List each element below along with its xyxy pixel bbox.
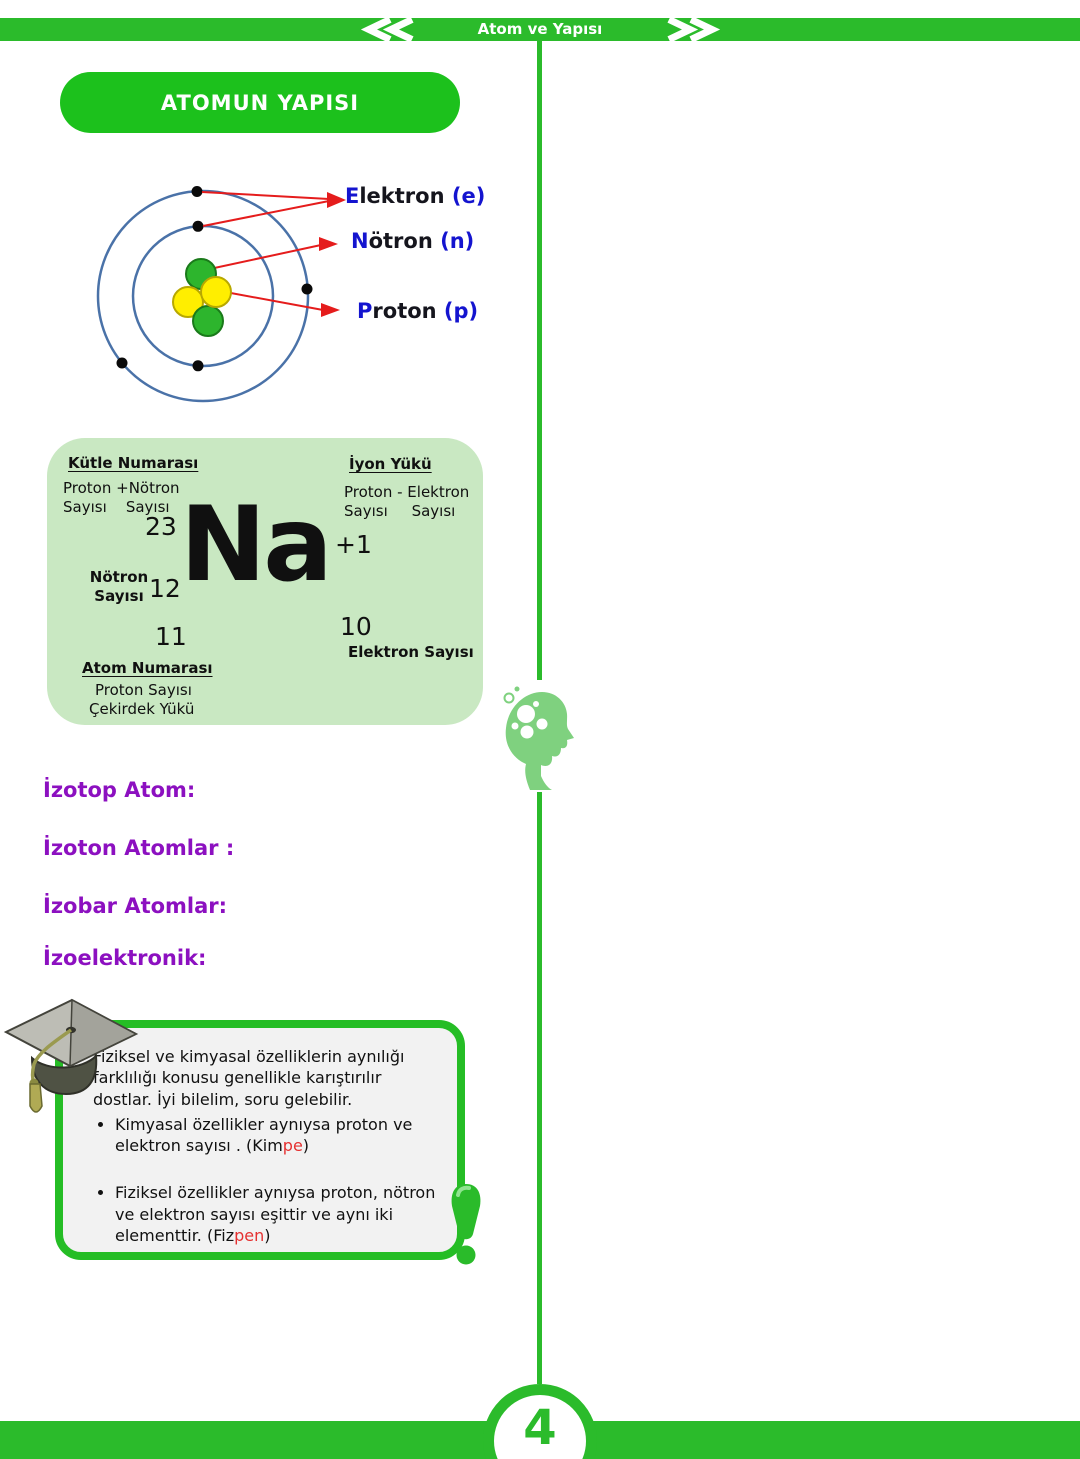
thinking-head-icon <box>496 680 584 792</box>
ion-charge-value: +1 <box>335 530 372 559</box>
note-intro: Fiziksel ve kimyasal özelliklerin aynılı… <box>93 1047 405 1109</box>
proton-ball <box>200 276 232 308</box>
section-banner: ATOMUN YAPISI <box>60 72 460 133</box>
atomic-number-line2: Çekirdek Yükü <box>89 700 195 718</box>
nucleus <box>172 258 232 337</box>
element-symbol: Na <box>180 485 333 605</box>
atom-diagram <box>96 186 346 403</box>
neutron-label: Nötron (n) <box>351 229 475 253</box>
mass-number-title: Kütle Numarası <box>68 454 199 472</box>
atomic-number-title: Atom Numarası <box>82 659 213 677</box>
header-chevrons <box>360 16 721 43</box>
mass-number-value: 23 <box>145 512 177 541</box>
note-bullet-1: Kimyasal özellikler aynıysa proton ve el… <box>115 1114 445 1157</box>
proton-label: Proton (p) <box>357 299 479 323</box>
section-banner-label: ATOMUN YAPISI <box>160 90 360 115</box>
atomic-number-value: 11 <box>155 622 187 651</box>
topic-izoelektronik: İzoelektronik: <box>43 946 207 970</box>
ion-charge-line1: Proton - Elektron <box>344 483 470 501</box>
proton-ball <box>172 286 204 318</box>
note-box: Fiziksel ve kimyasal özelliklerin aynılı… <box>55 1020 465 1260</box>
page-title: Atom ve Yapısı <box>477 20 603 38</box>
mass-number-line2: Sayısı Sayısı <box>63 498 170 516</box>
header-bar <box>0 18 1080 41</box>
arrowheads <box>319 192 346 317</box>
na-notation-card: Kütle Numarası Proton +Nötron Sayısı Say… <box>47 438 483 725</box>
chevrons-left-icon <box>360 16 414 43</box>
note-bullet-2: Fiziksel özellikler aynıysa proton, nötr… <box>115 1182 445 1246</box>
neutron-count-value: 12 <box>149 574 181 603</box>
page-number: 4 <box>523 1400 557 1456</box>
note-list: Kimyasal özellikler aynıysa proton ve el… <box>93 1114 445 1246</box>
electron-label: Elektron (e) <box>345 184 486 208</box>
topic-izotop: İzotop Atom: <box>43 778 196 802</box>
atomic-number-line1: Proton Sayısı <box>95 681 192 699</box>
graduation-cap-icon <box>3 998 139 1113</box>
electron-count-value: 10 <box>340 612 372 641</box>
pointer-arrows <box>201 191 330 311</box>
topic-izobar: İzobar Atomlar: <box>43 894 228 918</box>
electron-dots <box>116 186 313 372</box>
topic-izoton: İzoton Atomlar : <box>43 836 235 860</box>
neutron-count-label: Nötron Sayısı <box>89 568 149 605</box>
electron-count-label: Elektron Sayısı <box>348 643 474 661</box>
ion-charge-line2: Sayısı Sayısı <box>344 502 456 520</box>
mass-number-line1: Proton +Nötron <box>63 479 180 497</box>
ion-charge-title: İyon Yükü <box>349 455 432 473</box>
exclamation-icon <box>451 1184 481 1265</box>
chevrons-right-icon <box>667 16 721 43</box>
outer-orbit <box>96 189 310 403</box>
neutron-ball <box>192 305 224 337</box>
page-number-badge: 4 <box>483 1384 597 1459</box>
